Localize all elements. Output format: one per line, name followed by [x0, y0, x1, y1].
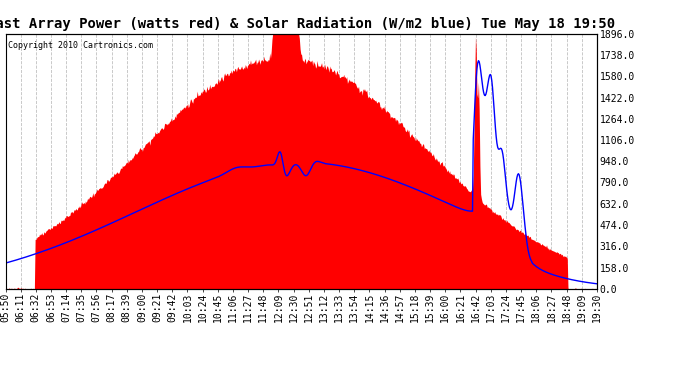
Title: East Array Power (watts red) & Solar Radiation (W/m2 blue) Tue May 18 19:50: East Array Power (watts red) & Solar Rad… [0, 17, 615, 31]
Text: Copyright 2010 Cartronics.com: Copyright 2010 Cartronics.com [8, 41, 153, 50]
